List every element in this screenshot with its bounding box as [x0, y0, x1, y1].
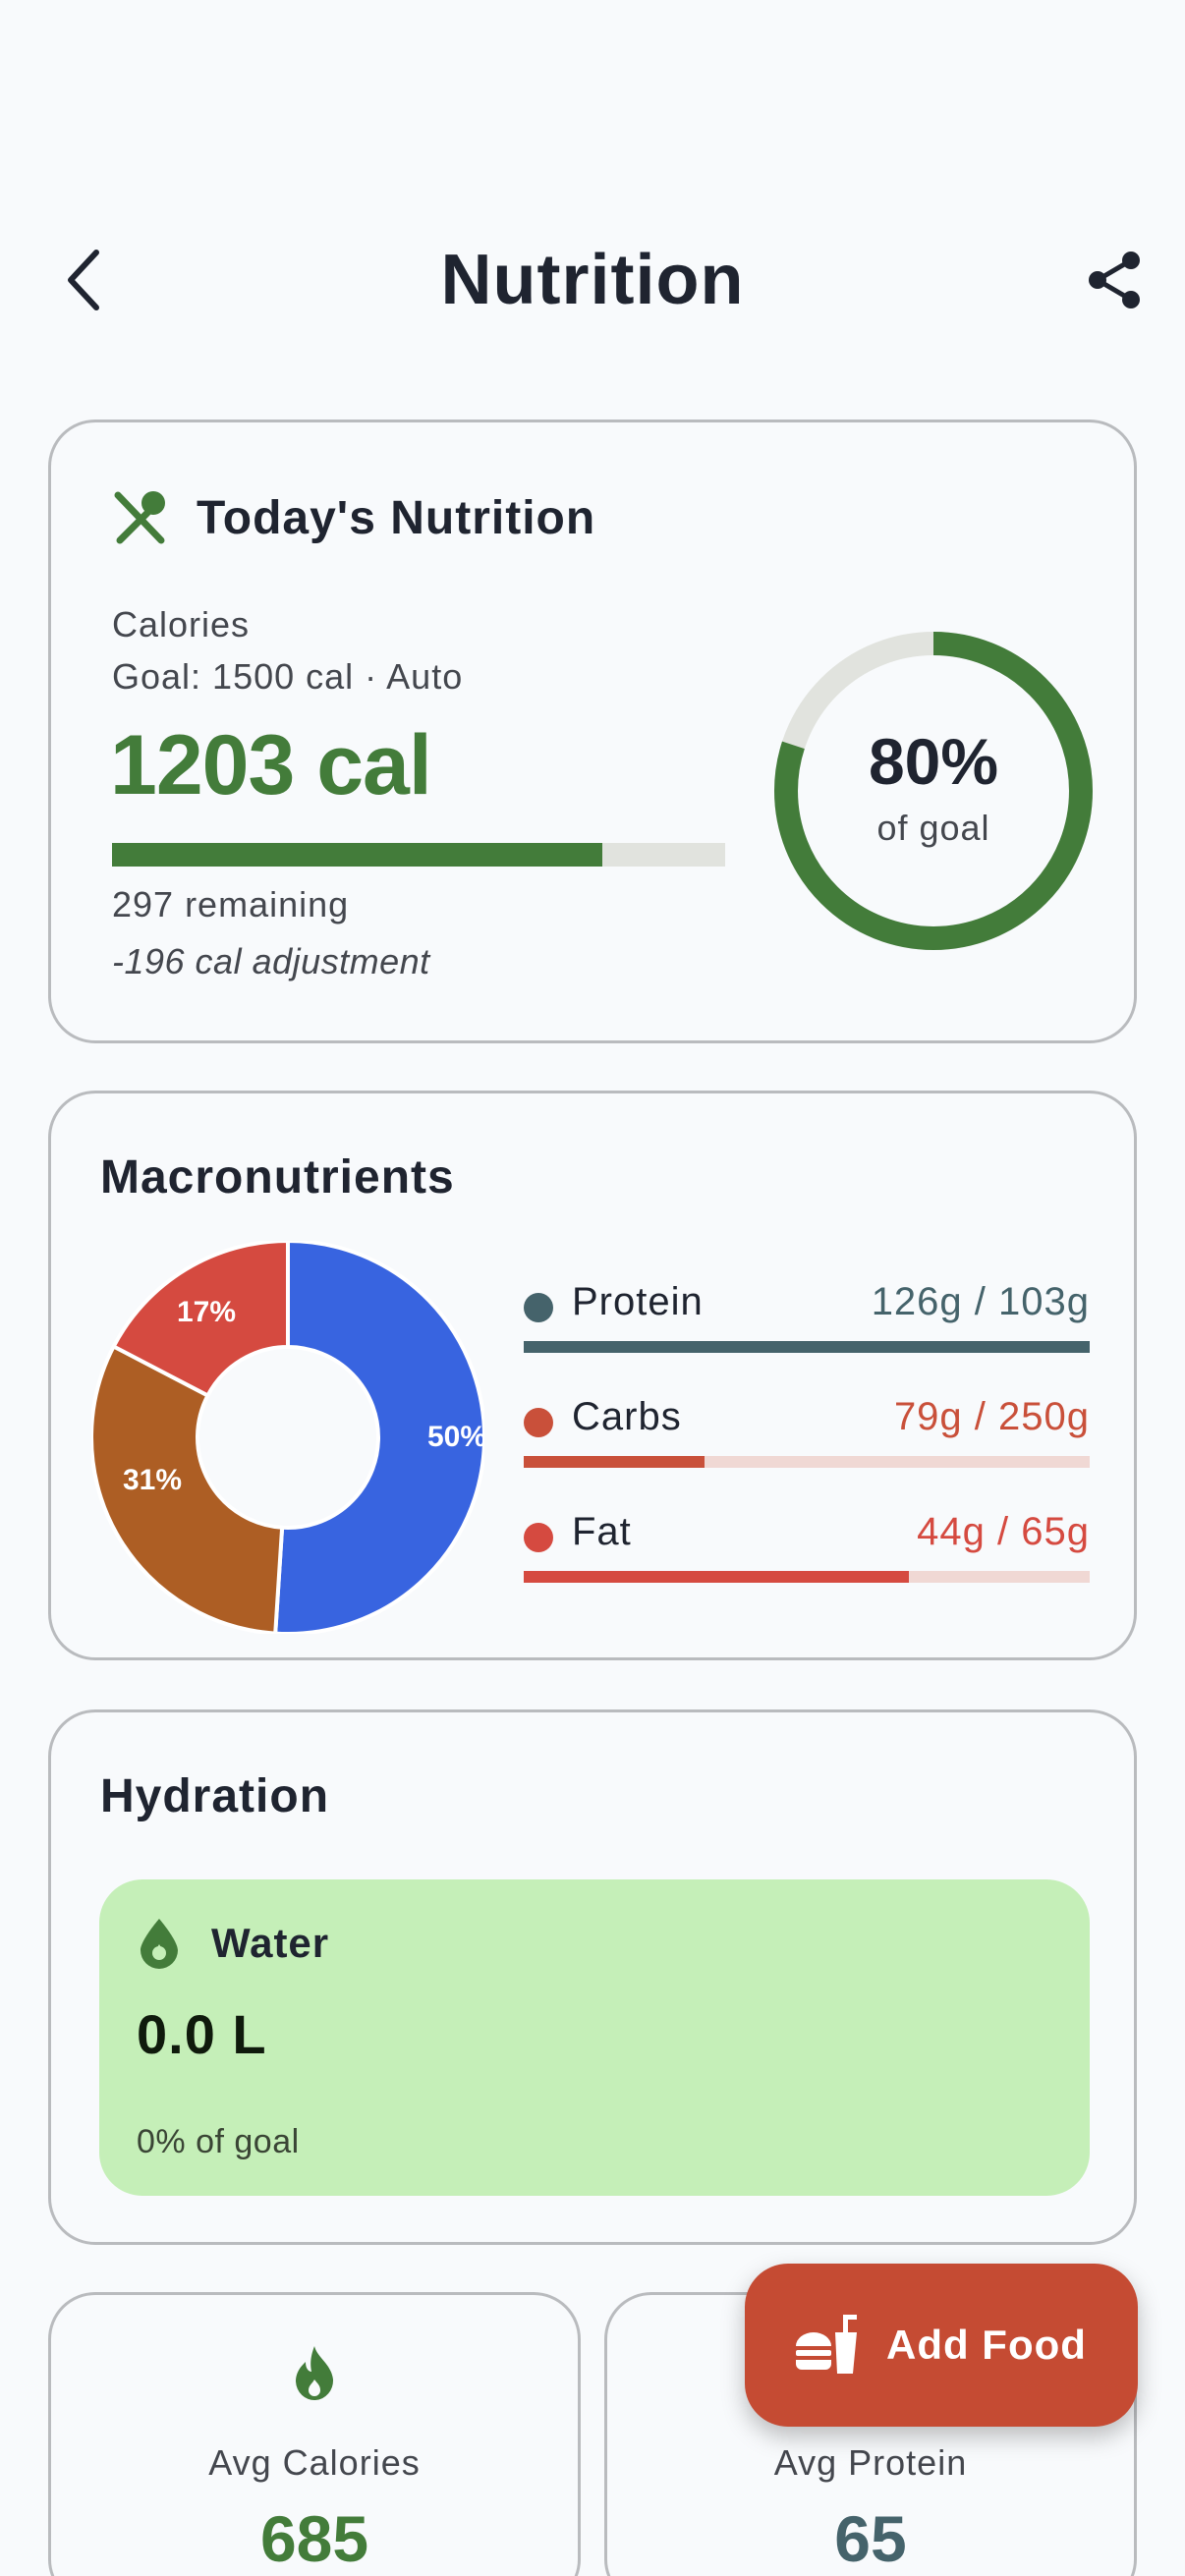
add-food-label: Add Food: [886, 2322, 1087, 2368]
macro-bar: [524, 1341, 1090, 1353]
calorie-progress-fill: [112, 843, 603, 867]
water-header: Water: [137, 1917, 329, 1970]
todays-nutrition-header: Today's Nutrition: [112, 489, 595, 546]
water-label: Water: [211, 1920, 330, 1966]
macro-name: Fat: [572, 1510, 632, 1553]
back-button[interactable]: [55, 246, 114, 314]
avg-calories-card[interactable]: Avg Calories 685: [48, 2292, 581, 2576]
share-button[interactable]: [1081, 246, 1150, 314]
carbs-dot: [524, 1408, 553, 1437]
stat-label: Avg Calories: [208, 2442, 421, 2483]
donut-slice-protein: [273, 1238, 486, 1636]
macro-value: 79g / 250g: [893, 1395, 1090, 1438]
slice-label-fat: 17%: [177, 1296, 236, 1328]
chevron-left-icon: [68, 250, 99, 310]
water-value: 0.0 L: [137, 2003, 267, 2065]
ring-subtitle: of goal: [876, 808, 990, 848]
water-drop-icon: [141, 1919, 178, 1969]
card-title: Macronutrients: [100, 1151, 455, 1204]
macro-bar-fill: [524, 1341, 1090, 1353]
card-title: Today's Nutrition: [197, 491, 596, 544]
stat-value: 65: [834, 2502, 907, 2575]
page-title: Nutrition: [440, 241, 745, 319]
macro-donut-chart: 50% 31% 17%: [89, 1238, 486, 1636]
macro-bar: [524, 1456, 1090, 1468]
adjustment-text: -196 cal adjustment: [112, 941, 430, 981]
share-icon: [1089, 252, 1140, 308]
fast-food-icon: [796, 2315, 857, 2374]
macro-bar-fill: [524, 1571, 909, 1583]
ring-progress-arc: [774, 632, 1093, 950]
stat-value: 685: [259, 2502, 369, 2575]
ring-graphic: [774, 632, 1093, 950]
protein-dot: [524, 1293, 553, 1322]
ring-percent: 80%: [868, 725, 999, 798]
flame-icon: [296, 2346, 334, 2401]
donut-slice-carbs: [89, 1343, 285, 1636]
macro-bar-fill: [524, 1456, 705, 1468]
calories-label: Calories: [112, 604, 251, 644]
fat-dot: [524, 1523, 553, 1552]
slice-label-carbs: 31%: [123, 1464, 182, 1496]
remaining-text: 297 remaining: [112, 884, 350, 924]
macro-bar: [524, 1571, 1090, 1583]
calories-value: 1203 cal: [110, 718, 432, 812]
slice-label-protein: 50%: [427, 1421, 484, 1453]
macro-value: 126g / 103g: [871, 1280, 1090, 1323]
todays-nutrition-card[interactable]: Today's Nutrition Calories Goal: 1500 ca…: [48, 420, 1137, 1043]
calorie-progress-bar: [112, 843, 725, 867]
water-tile[interactable]: Water 0.0 L 0% of goal: [99, 1879, 1090, 2196]
donut-graphic: 50% 31% 17%: [89, 1238, 486, 1636]
ring-center: 80% of goal: [771, 629, 1096, 953]
stat-icon-wrap: [51, 2344, 578, 2403]
add-food-button[interactable]: Add Food: [745, 2264, 1138, 2427]
macro-name: Carbs: [572, 1395, 682, 1438]
goal-progress-ring: 80% of goal: [771, 629, 1096, 953]
macro-value: 44g / 65g: [917, 1510, 1090, 1553]
macro-name: Protein: [572, 1280, 704, 1323]
donut-slice-fat: [110, 1238, 290, 1399]
water-goal-text: 0% of goal: [137, 2123, 300, 2160]
utensils-icon: [114, 491, 165, 544]
stat-label: Avg Protein: [773, 2442, 968, 2483]
macronutrients-card[interactable]: Macronutrients 50% 31% 17% Protein 126g …: [48, 1091, 1137, 1660]
card-title: Hydration: [100, 1770, 330, 1822]
top-app-bar: Nutrition: [0, 226, 1185, 334]
goal-label: Goal: 1500 cal · Auto: [112, 656, 464, 697]
hydration-card[interactable]: Hydration Water 0.0 L 0% of goal: [48, 1709, 1137, 2245]
